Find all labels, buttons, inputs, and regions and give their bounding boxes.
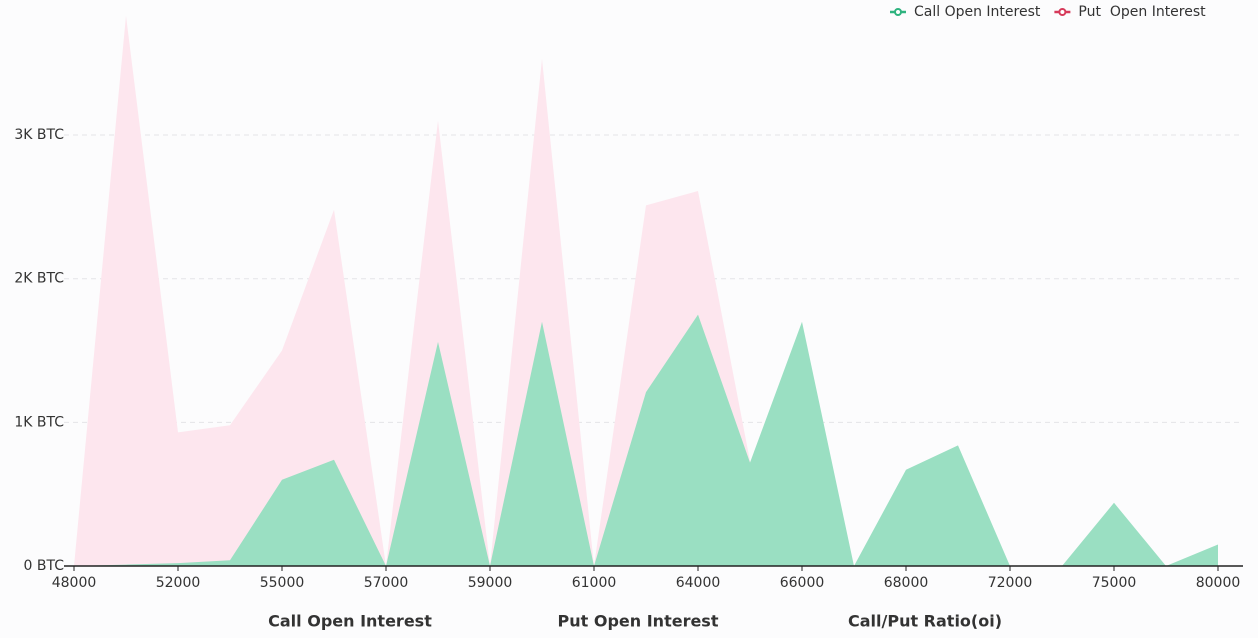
area [74,15,1218,567]
y-tick-label: 0 BTC [24,558,65,574]
x-tick-label: 75000 [1092,575,1137,591]
y-tick-label: 1K BTC [14,414,64,430]
x-tick-label: 52000 [156,575,201,591]
tab[interactable]: Put Open Interest [558,612,719,631]
x-tick-label: 68000 [884,575,929,591]
x-tick-label: 55000 [260,575,305,591]
x-tick-label: 57000 [364,575,409,591]
x-tick-label: 72000 [988,575,1033,591]
legend-marker [1058,8,1067,16]
legend-label: Call Open Interest [914,4,1041,20]
x-tick-label: 80000 [1196,575,1241,591]
x-tick-label: 48000 [52,575,97,591]
legend-marker [894,8,902,16]
legend-label: Put Open Interest [1078,4,1206,20]
area [74,314,1218,566]
x-tick-label: 64000 [676,575,721,591]
x-tick-label: 66000 [780,575,825,591]
x-tick-label: 59000 [468,575,513,591]
y-tick-label: 2K BTC [14,271,64,287]
tab[interactable]: Call Open Interest [268,612,432,631]
tab[interactable]: Call/Put Ratio(oi) [848,612,1002,631]
x-tick-label: 61000 [572,575,617,591]
y-tick-label: 3K BTC [14,127,64,143]
